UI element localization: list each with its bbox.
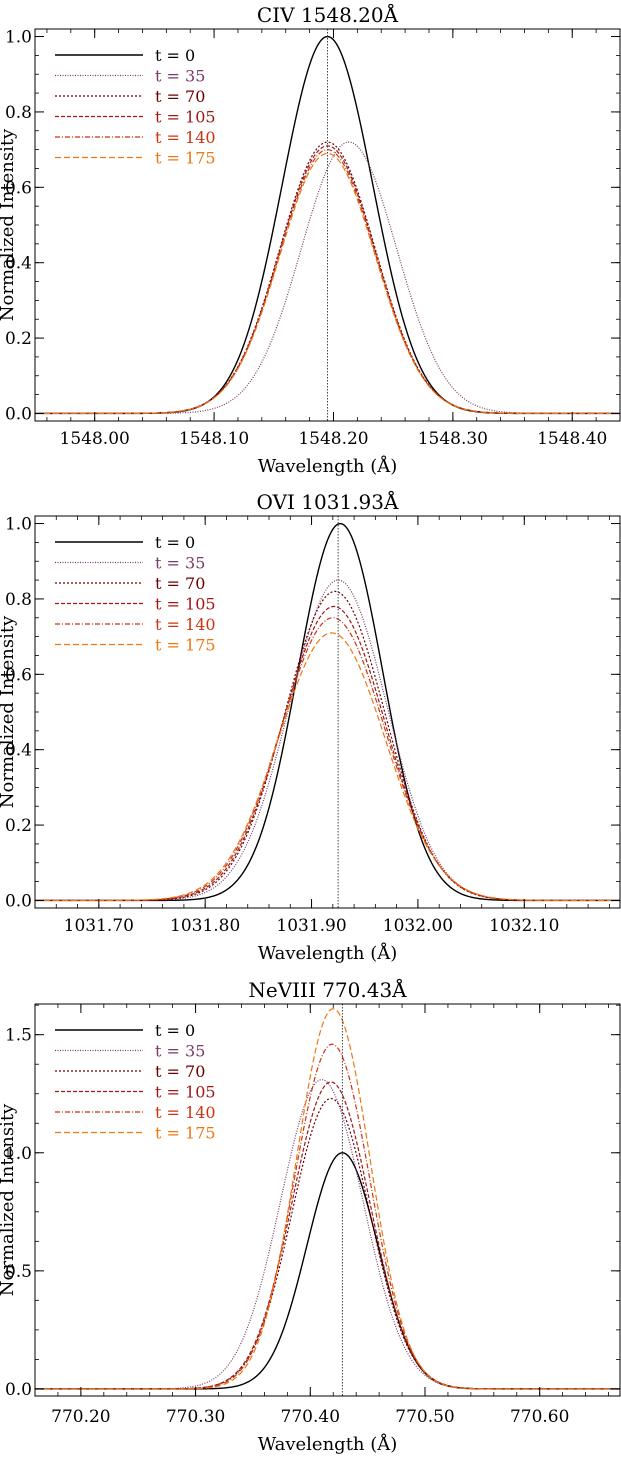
series-line-t140 bbox=[35, 1043, 620, 1390]
legend-label: t = 140 bbox=[155, 128, 216, 147]
x-tick-label: 770.20 bbox=[51, 1407, 110, 1427]
y-tick-label: 0.4 bbox=[5, 254, 32, 274]
x-tick-label: 770.60 bbox=[510, 1407, 569, 1427]
x-tick-label: 1032.10 bbox=[489, 916, 559, 936]
x-tick-label: 1548.10 bbox=[179, 429, 249, 449]
series-line-t140 bbox=[35, 617, 620, 902]
series-line-t105 bbox=[35, 605, 620, 902]
y-tick-label: 0.0 bbox=[5, 404, 32, 424]
series-line-t175 bbox=[35, 1008, 620, 1390]
y-tick-label: 1.0 bbox=[5, 1144, 32, 1164]
y-axis-label: Normalized Intensity bbox=[0, 1103, 18, 1296]
x-tick-label: 770.30 bbox=[166, 1407, 225, 1427]
x-tick-label: 1031.80 bbox=[170, 916, 240, 936]
legend-label: t = 70 bbox=[155, 1062, 205, 1081]
legend-label: t = 175 bbox=[155, 636, 216, 655]
x-axis-label: Wavelength (Å) bbox=[258, 942, 398, 964]
y-tick-label: 0.0 bbox=[5, 891, 32, 911]
legend-label: t = 140 bbox=[155, 615, 216, 634]
y-tick-label: 0.4 bbox=[5, 741, 32, 761]
legend-label: t = 35 bbox=[155, 67, 205, 86]
x-tick-label: 1031.90 bbox=[276, 916, 346, 936]
x-axis-label: Wavelength (Å) bbox=[258, 455, 398, 477]
series-line-t35 bbox=[35, 1078, 620, 1390]
legend-label: t = 35 bbox=[155, 1042, 205, 1061]
x-tick-label: 1032.00 bbox=[383, 916, 453, 936]
chart-title: OVI 1031.93Å bbox=[257, 489, 399, 514]
legend-label: t = 0 bbox=[155, 46, 195, 65]
y-tick-label: 0.2 bbox=[5, 816, 32, 836]
x-tick-label: 1548.40 bbox=[537, 429, 607, 449]
x-axis-label: Wavelength (Å) bbox=[258, 1433, 398, 1455]
series-line-t0 bbox=[35, 1152, 620, 1390]
y-axis-label: Normalized Intensity bbox=[0, 128, 18, 321]
chart-panel-1: CIV 1548.20Å 1548.00 1548.10 1548.20 1548.30… bbox=[0, 2, 621, 477]
y-tick-label: 0.8 bbox=[5, 103, 32, 123]
y-tick-label: 0.6 bbox=[5, 178, 32, 198]
y-tick-label: 1.5 bbox=[5, 1026, 32, 1046]
axes-frame bbox=[34, 1003, 621, 1397]
legend-label: t = 70 bbox=[155, 574, 205, 593]
legend-label: t = 140 bbox=[155, 1103, 216, 1122]
y-tick-label: 1.0 bbox=[5, 28, 32, 48]
legend-label: t = 105 bbox=[155, 108, 216, 127]
chart-panel-2: OVI 1031.93Å 1031.70 1031.80 1031.90 1032.00… bbox=[0, 489, 621, 964]
axes-frame bbox=[34, 515, 621, 909]
y-axis-label: Normalized Intensity bbox=[0, 615, 18, 808]
legend-label: t = 105 bbox=[155, 595, 216, 614]
legend-label: t = 105 bbox=[155, 1083, 216, 1102]
chart-title: CIV 1548.20Å bbox=[257, 2, 399, 27]
curves bbox=[35, 522, 620, 902]
y-tick-label: 1.0 bbox=[5, 515, 32, 535]
legend-label: t = 175 bbox=[155, 1124, 216, 1143]
x-tick-label: 1031.70 bbox=[64, 916, 134, 936]
x-tick-label: 1548.20 bbox=[298, 429, 368, 449]
x-tick-label: 770.40 bbox=[281, 1407, 340, 1427]
legend-label: t = 35 bbox=[155, 554, 205, 573]
y-tick-label: 0.6 bbox=[5, 665, 32, 685]
x-tick-label: 1548.00 bbox=[60, 429, 130, 449]
legend-label: t = 0 bbox=[155, 1021, 195, 1040]
series-line-t70 bbox=[35, 590, 620, 902]
series-line-t35 bbox=[35, 579, 620, 902]
y-tick-label: 0.2 bbox=[5, 329, 32, 349]
y-tick-label: 0.5 bbox=[5, 1262, 32, 1282]
series-line-t0 bbox=[35, 522, 620, 902]
legend-label: t = 70 bbox=[155, 87, 205, 106]
y-tick-label: 0.8 bbox=[5, 590, 32, 610]
legend-label: t = 0 bbox=[155, 533, 195, 552]
x-tick-label: 770.50 bbox=[395, 1407, 454, 1427]
chart-title: NeVIII 770.43Å bbox=[248, 977, 407, 1002]
series-line-t105 bbox=[35, 1081, 620, 1390]
legend-label: t = 175 bbox=[155, 149, 216, 168]
y-tick-label: 0.0 bbox=[5, 1380, 32, 1400]
chart-panel-3: NeVIII 770.43Å 770.20 770.30 770.40 770.50 77… bbox=[0, 977, 621, 1455]
series-line-t70 bbox=[35, 1097, 620, 1390]
series-line-t175 bbox=[35, 632, 620, 902]
x-tick-label: 1548.30 bbox=[418, 429, 488, 449]
curves bbox=[35, 1008, 620, 1390]
